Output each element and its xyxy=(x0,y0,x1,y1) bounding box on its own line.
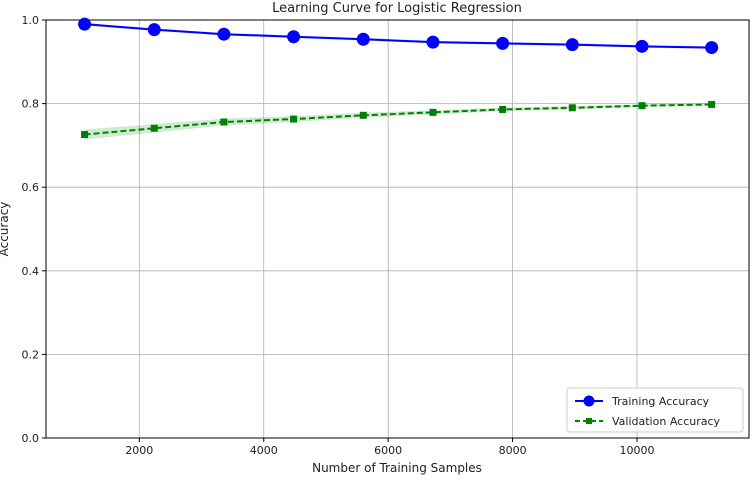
validation-accuracy-band xyxy=(84,103,712,140)
training-accuracy-point xyxy=(635,39,649,53)
training-accuracy-point xyxy=(496,36,510,50)
axis-ticks: 2000 4000 6000 8000 10000 0.0 0.2 0.4 0.6 0.8 1.0 xyxy=(22,14,655,457)
training-accuracy-point xyxy=(356,32,370,46)
training-accuracy-point xyxy=(147,23,161,37)
validation-accuracy-point xyxy=(290,115,298,123)
legend-training-label: Training Accuracy xyxy=(611,395,710,408)
training-accuracy-point xyxy=(287,30,301,44)
y-axis-label: Accuracy xyxy=(0,202,11,257)
x-tick-label: 6000 xyxy=(374,444,402,457)
y-tick-label: 0.2 xyxy=(22,348,40,361)
x-tick-label: 4000 xyxy=(250,444,278,457)
x-axis-label: Number of Training Samples xyxy=(312,461,482,475)
training-accuracy-point xyxy=(217,27,231,41)
validation-accuracy-point xyxy=(708,100,716,108)
legend-validation-label: Validation Accuracy xyxy=(612,415,721,428)
y-tick-label: 0.0 xyxy=(22,432,40,445)
validation-accuracy-point xyxy=(499,105,507,113)
y-tick-label: 0.6 xyxy=(22,181,40,194)
training-accuracy-point xyxy=(426,35,440,49)
validation-accuracy-point xyxy=(81,131,89,139)
validation-accuracy-point xyxy=(220,118,228,126)
chart-title: Learning Curve for Logistic Regression xyxy=(272,1,522,16)
training-accuracy-line xyxy=(84,23,712,49)
validation-accuracy-point xyxy=(359,111,367,119)
chart-legend: Training Accuracy Validation Accuracy xyxy=(566,387,744,433)
validation-accuracy-line xyxy=(84,103,712,136)
training-accuracy-point xyxy=(78,17,92,31)
y-tick-label: 0.4 xyxy=(22,265,40,278)
x-tick-label: 8000 xyxy=(499,444,527,457)
series-lines xyxy=(78,17,719,139)
legend-validation-marker xyxy=(586,418,592,424)
training-accuracy-point xyxy=(705,41,719,55)
plot-area-frame xyxy=(45,19,750,439)
validation-accuracy-point xyxy=(429,108,437,116)
grid-lines xyxy=(46,19,749,439)
validation-accuracy-point xyxy=(638,102,646,110)
training-accuracy-point xyxy=(565,38,579,52)
y-tick-label: 0.8 xyxy=(22,98,40,111)
y-tick-label: 1.0 xyxy=(22,14,40,27)
validation-accuracy-point xyxy=(568,104,576,112)
legend-box xyxy=(566,387,744,433)
legend-training-marker xyxy=(583,395,595,407)
validation-accuracy-point xyxy=(150,124,158,132)
x-tick-label: 10000 xyxy=(620,444,655,457)
x-tick-label: 2000 xyxy=(125,444,153,457)
